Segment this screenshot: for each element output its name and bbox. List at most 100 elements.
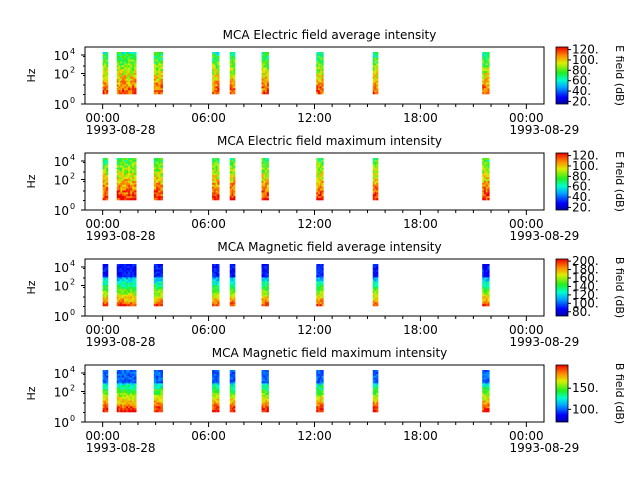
spectrogram-cell [124,271,127,274]
spectrogram-cell [130,59,133,62]
spectrogram-cell [261,82,264,85]
spectrogram-cell [134,53,137,57]
spectrogram-cell [213,286,216,290]
spectrogram-cell [104,173,107,176]
spectrogram-cell [122,283,125,286]
spectrogram-cell [120,271,123,274]
spectrogram-cell [261,277,264,280]
spectrogram-cell [102,196,105,199]
chart-title: MCA Electric field maximum intensity [217,134,442,148]
spectrogram-cell [217,281,220,284]
spectrogram-cell [487,88,490,91]
spectrogram-cell [213,264,216,267]
spectrogram-cell [319,375,322,378]
spectrogram-cell [118,387,121,390]
spectrogram-cell [482,267,485,271]
spectrogram-cell [126,161,129,165]
spectrogram-cell [156,398,159,401]
spectrogram-cell [376,381,379,384]
spectrogram-cell [132,298,135,301]
spectrogram-cell [483,74,487,78]
spectrogram-cell [376,179,379,182]
y-tick-exponent: 2 [70,384,75,393]
spectrogram-cell [483,389,487,392]
spectrogram-cell [120,173,123,176]
spectrogram-cell [132,381,135,384]
spectrogram-cell [231,165,234,168]
spectrogram-cell [233,67,236,70]
x-tick-date: 1993-08-28 [86,441,156,455]
spectrogram-cell [124,59,127,62]
spectrogram-cell [231,381,234,384]
spectrogram-cell [212,84,215,87]
spectrogram-cell [153,383,157,386]
spectrogram-cell [372,76,375,80]
spectrogram-cell [130,387,133,390]
spectrogram-cell [160,80,163,83]
spectrogram-cell [153,69,157,72]
spectrogram-cell [122,175,125,178]
spectrogram-cell [212,377,215,380]
spectrogram-cell [128,73,131,76]
spectrogram-cell [321,82,324,85]
spectrogram-cell [104,385,107,388]
spectrogram-cell [318,273,321,276]
spectrogram-cell [130,375,133,378]
spectrogram-cell [124,86,127,89]
spectrogram-cell [106,373,109,377]
spectrogram-cell [124,88,127,91]
spectrogram-cell [122,400,125,403]
spectrogram-cell [102,63,105,66]
spectrogram-cell [116,387,119,390]
spectrogram-cell [128,302,131,305]
spectrogram-cell [102,182,105,186]
spectrogram-cell [229,180,232,184]
spectrogram-cell [261,304,264,307]
spectrogram-cell [319,63,322,66]
spectrogram-cell [266,370,269,373]
spectrogram-cell [132,82,135,85]
spectrogram-cell [261,271,264,274]
spectrogram-cell [376,80,379,83]
spectrogram-cell [321,277,324,280]
spectrogram-cell [374,277,377,280]
spectrogram-cell [128,167,131,170]
spectrogram-cell [126,158,129,161]
spectrogram-cell [212,196,215,199]
spectrogram-cell [261,406,264,409]
spectrogram-cell [215,296,218,299]
spectrogram-cell [263,78,266,81]
spectrogram-cell [126,196,129,199]
spectrogram-cell [319,177,322,180]
spectrogram-cell [215,396,218,399]
spectrogram-cell [374,387,377,390]
spectrogram-cell [374,396,377,399]
spectrogram-cell [217,59,220,62]
spectrogram-cell [316,159,319,163]
spectrogram-cell [106,304,109,307]
spectrogram-cell [229,190,232,193]
spectrogram-cell [158,383,161,386]
spectrogram-cell [372,400,375,403]
spectrogram-cell [106,392,109,396]
spectrogram-cell [128,78,131,81]
spectrogram-cell [231,52,234,55]
spectrogram-cell [132,269,135,272]
spectrogram-cell [487,379,490,382]
spectrogram-cell [212,264,215,267]
spectrogram-cell [483,398,487,401]
spectrogram-cell [156,402,159,405]
spectrogram-cell [482,167,485,170]
spectrogram-cell [153,292,157,295]
spectrogram-cell [372,264,375,267]
spectrogram-cell [217,277,220,280]
y-tick-label: 10 [54,386,69,400]
spectrogram-cell [134,267,137,271]
spectrogram-cell [213,167,216,170]
spectrogram-cell [485,196,488,199]
spectrogram-cell [263,86,266,89]
spectrogram-cell [124,373,127,377]
spectrogram-cell [318,67,321,70]
spectrogram-cell [483,159,487,163]
spectrogram-cell [316,74,319,78]
